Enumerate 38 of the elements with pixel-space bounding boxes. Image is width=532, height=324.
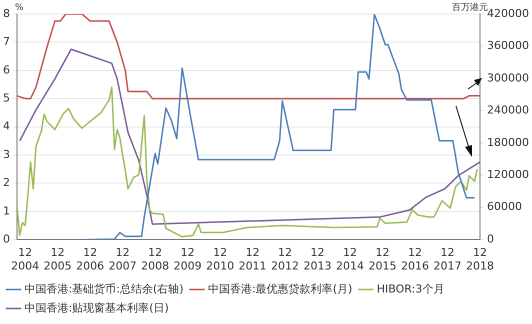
y-tick-label: 3 bbox=[3, 148, 10, 161]
y-tick-label: 6 bbox=[3, 63, 10, 76]
x-tick-label: 12 2009 bbox=[174, 246, 202, 272]
x-tick-label: 12 2007 bbox=[108, 246, 137, 272]
x-tick-label: 12 2004 bbox=[11, 246, 40, 272]
legend-label: 中国香港:基础货币:总结余(右轴) bbox=[24, 282, 184, 296]
x-tick-label: 12 2010 bbox=[206, 246, 234, 272]
y2-axis-title: 百万港元 bbox=[452, 2, 488, 13]
y2-tick-label: 240000 bbox=[487, 104, 530, 117]
y-tick-label: 0 bbox=[3, 232, 10, 246]
x-tick-label: 12 2013 bbox=[304, 246, 332, 272]
legend-label: HIBOR:3个月 bbox=[376, 282, 444, 296]
x-tick-label: 12 2008 bbox=[141, 246, 170, 272]
legend-label: 中国香港:贴现窗基本利率(日) bbox=[24, 301, 169, 314]
y-tick-label: 4 bbox=[3, 120, 10, 133]
x-tick-label: 12 2012 bbox=[271, 246, 300, 272]
x-tick-label: 12 2006 bbox=[76, 246, 104, 272]
y2-tick-label: 180000 bbox=[487, 136, 530, 149]
x-tick-label: 12 2015 bbox=[368, 246, 397, 272]
legend-label: 中国香港:最优惠贷款利率(月) bbox=[208, 282, 352, 296]
y-axis-title: % bbox=[15, 2, 24, 13]
x-tick-label: 12 2014 bbox=[336, 246, 364, 272]
y2-tick-label: 300000 bbox=[487, 71, 530, 84]
x-tick-label: 12 2005 bbox=[44, 246, 72, 272]
y2-tick-label: 420000 bbox=[487, 6, 530, 20]
y-tick-label: 5 bbox=[3, 91, 10, 104]
x-tick-label: 12 2011 bbox=[238, 246, 267, 272]
y-tick-label: 1 bbox=[3, 204, 10, 218]
y2-tick-label: 60000 bbox=[487, 200, 522, 214]
y-tick-label: 7 bbox=[3, 35, 10, 48]
y2-tick-label: 0 bbox=[487, 232, 494, 246]
x-tick-label: 12 2018 bbox=[466, 246, 494, 272]
y-tick-label: 8 bbox=[3, 6, 10, 20]
y-tick-label: 2 bbox=[3, 176, 10, 190]
y2-tick-label: 120000 bbox=[487, 168, 530, 181]
y2-tick-label: 360000 bbox=[487, 39, 530, 52]
x-tick-label: 12 2017 bbox=[434, 246, 462, 272]
x-tick-label: 12 2016 bbox=[401, 246, 430, 272]
